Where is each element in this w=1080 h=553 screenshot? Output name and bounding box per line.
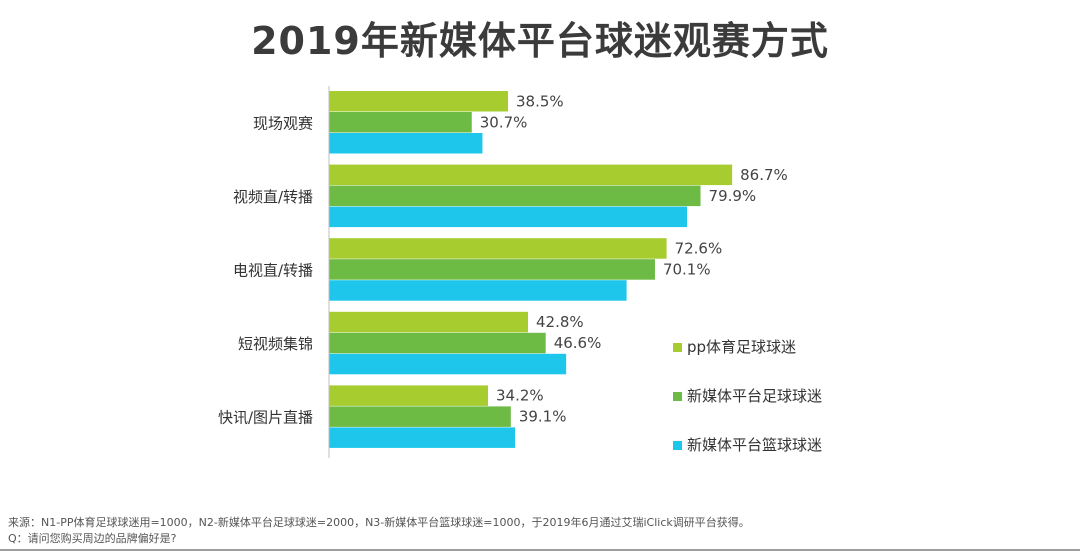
bar (329, 311, 529, 333)
category-label: 电视直/转播 (233, 261, 313, 279)
bar (329, 385, 489, 406)
bar (329, 112, 472, 133)
bar (329, 332, 546, 354)
data-label: 70.1% (663, 260, 711, 278)
data-label: 38.5% (516, 92, 564, 110)
legend-swatch (673, 343, 682, 352)
bar (329, 91, 509, 112)
bar (329, 280, 627, 301)
bar (329, 238, 667, 259)
bar (329, 427, 515, 448)
data-label: 86.7% (740, 166, 788, 184)
data-label: 34.2% (496, 387, 544, 405)
bar (329, 353, 567, 375)
legend-swatch (673, 441, 682, 450)
chart-title: 2019年新媒体平台球迷观赛方式 (251, 19, 829, 63)
legend-swatch (673, 392, 682, 401)
question-note: Q：请问您购买周边的品牌偏好是? (8, 532, 177, 545)
bar (329, 259, 655, 280)
bar (329, 406, 511, 427)
data-label: 30.7% (480, 113, 528, 131)
bar (329, 185, 701, 207)
bar (329, 206, 688, 228)
bar (329, 164, 733, 186)
category-label: 视频直/转播 (233, 188, 313, 206)
data-label: 39.1% (519, 408, 567, 426)
legend-label: pp体育足球球迷 (687, 338, 797, 356)
legend-label: 新媒体平台足球球迷 (687, 387, 823, 405)
footer-divider (0, 549, 1080, 551)
category-label: 快讯/图片直播 (218, 409, 313, 427)
category-label: 短视频集锦 (238, 335, 313, 353)
source-note: 来源：N1-PP体育足球球迷用=1000，N2-新媒体平台足球球迷=2000，N… (8, 516, 750, 529)
legend-label: 新媒体平台篮球球迷 (687, 436, 823, 454)
data-label: 42.8% (536, 313, 584, 331)
data-label: 46.6% (554, 334, 602, 352)
data-label: 72.6% (675, 239, 723, 257)
category-label: 现场观赛 (253, 114, 313, 132)
data-label: 79.9% (709, 187, 757, 205)
chart-footer: 来源：N1-PP体育足球球迷用=1000，N2-新媒体平台足球球迷=2000，N… (8, 515, 750, 547)
bar (329, 133, 483, 154)
